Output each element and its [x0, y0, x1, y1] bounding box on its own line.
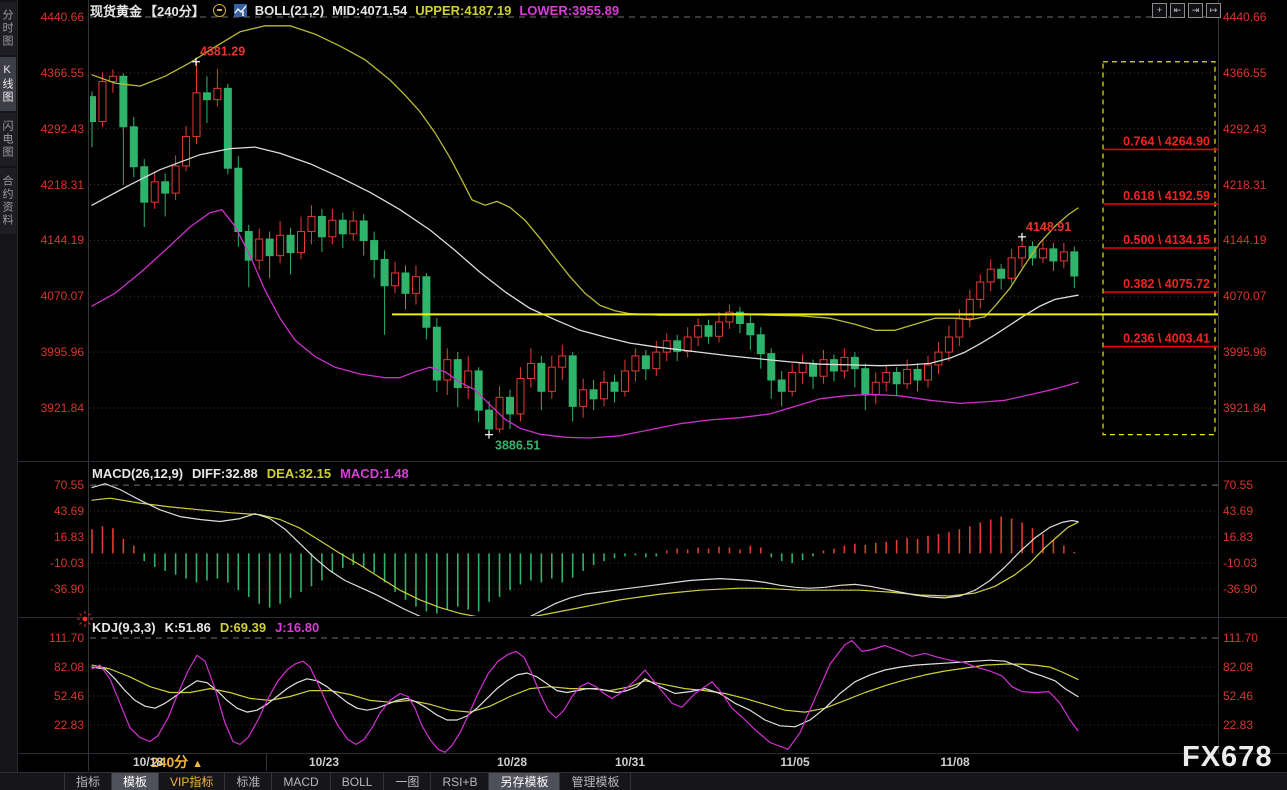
chart-header: 现货黄金 【240分】 BOLL(21,2) MID:4071.54 UPPER… [90, 2, 620, 19]
macd-axis-label-left: 43.69 [53, 504, 84, 519]
kdj-axis-label-left: 52.46 [53, 689, 84, 703]
toolbar-item-模板[interactable]: 模板 [112, 773, 160, 790]
macd-diff-value: DIFF:32.88 [192, 466, 258, 481]
fib-level-label: 0.382 \ 4075.72 [1123, 277, 1210, 291]
indicator-settings-icon[interactable] [212, 3, 226, 17]
kdj-axis-label-left: 22.83 [53, 718, 84, 732]
macd-axis-label-right: -36.90 [1223, 582, 1258, 597]
macd-hist-value: MACD:1.48 [340, 466, 409, 481]
macd-axis-label-left: -36.90 [49, 582, 84, 597]
pan-right-icon[interactable]: ↦ [1206, 3, 1221, 18]
kdj-axis-label-left: 111.70 [49, 631, 84, 645]
price-axis-label-right: 4218.31 [1223, 177, 1267, 192]
scale-left-icon[interactable]: ⇤ [1170, 3, 1185, 18]
date-axis-label: 10/18 [132, 755, 164, 769]
price-axis-label-right: 4144.19 [1223, 233, 1267, 248]
price-axis-label-left: 4144.19 [40, 233, 84, 248]
kdj-k-value: K:51.86 [164, 620, 211, 635]
chart-tool-icons: + ⇤ ⇥ ↦ [1152, 3, 1221, 18]
price-axis-label-left: 4218.31 [40, 177, 84, 192]
price-axis-label-right: 4366.55 [1223, 65, 1267, 80]
toolbar-item-管理模板[interactable]: 管理模板 [560, 773, 632, 790]
fib-level-label: 0.618 \ 4192.59 [1123, 189, 1210, 203]
alarm-icon[interactable] [76, 610, 94, 628]
macd-axis-label-right: -10.03 [1223, 556, 1258, 571]
toolbar-item-MACD[interactable]: MACD [272, 773, 331, 790]
price-annotation: 4148.91 [1026, 220, 1071, 234]
left-sidebar: 分时图 K线图闪电图合约资料 [0, 0, 18, 790]
kdj-j-value: J:16.80 [275, 620, 320, 635]
macd-header: MACD(26,12,9) DIFF:32.88 DEA:32.15 MACD:… [92, 466, 409, 481]
fib-level-label: 0.764 \ 4264.90 [1123, 134, 1210, 148]
price-axis-label-right: 4440.66 [1223, 10, 1267, 24]
kdj-axis-label-left: 82.08 [53, 660, 84, 674]
price-axis-label-left: 4070.07 [40, 289, 84, 304]
toolbar-item-标准[interactable]: 标准 [225, 773, 273, 790]
timeframe-selector[interactable]: 240分 ▲ [88, 754, 267, 771]
toolbar-item-RSI+B[interactable]: RSI+B [431, 773, 490, 790]
price-axis-label-left: 3921.84 [40, 401, 84, 415]
watermark: FX678 [1182, 741, 1273, 773]
kdj-params: KDJ(9,3,3) [92, 620, 156, 635]
period-title: 【240分】 [144, 3, 205, 19]
price-axis-label-left: 4440.66 [40, 10, 84, 24]
fib-level-label: 0.236 \ 4003.41 [1123, 332, 1210, 346]
boll-upper-value: UPPER:4187.19 [415, 2, 512, 18]
macd-axis-label-right: 43.69 [1223, 504, 1254, 519]
sidebar-tab-闪电图[interactable]: 闪电图 [0, 113, 16, 166]
macd-params: MACD(26,12,9) [92, 466, 184, 481]
date-axis-label: 10/31 [614, 755, 646, 769]
macd-axis-label-right: 16.83 [1223, 530, 1254, 545]
macd-axis-label-right: 70.55 [1223, 478, 1254, 493]
price-annotation: 3886.51 [495, 439, 540, 453]
bottom-toolbar: 指标 模板 VIP指标 标准 MACD BOLL 一图 RSI+B 另存模板 管理模板 [0, 772, 1287, 790]
boll-params: BOLL(21,2) [254, 2, 325, 18]
date-axis-label: 10/23 [308, 755, 340, 769]
date-axis-label: 10/28 [496, 755, 528, 769]
macd-axis-label-left: -10.03 [49, 556, 84, 571]
date-axis-label: 11/05 [780, 755, 810, 769]
kdj-axis-label-right: 52.46 [1223, 689, 1254, 703]
kdj-axis-label-right: 111.70 [1223, 631, 1258, 645]
toolbar-item-一图[interactable]: 一图 [384, 773, 432, 790]
price-axis-label-right: 3921.84 [1223, 401, 1267, 415]
date-axis-label: 11/08 [940, 755, 970, 769]
price-axis-label-right: 3995.96 [1223, 345, 1267, 360]
macd-dea-value: DEA:32.15 [266, 466, 332, 481]
macd-axis-label-left: 16.83 [53, 530, 84, 545]
sidebar-tab-分时图[interactable]: 分时图 [0, 2, 16, 55]
timeline-row: 240分 ▲ 10/18 10/23 10/28 10/31 11/05 11/08 [0, 754, 1287, 771]
price-axis-label-left: 4292.43 [40, 121, 84, 136]
kdj-header: KDJ(9,3,3) K:51.86 D:69.39 J:16.80 [92, 620, 319, 635]
toolbar-item-另存模板[interactable]: 另存模板 [489, 773, 561, 790]
kdj-axis-label-right: 82.08 [1223, 660, 1254, 674]
kdj-d-value: D:69.39 [219, 620, 267, 635]
chevron-up-icon: ▲ [192, 758, 204, 770]
timeframe-label: 240分 [150, 754, 189, 770]
boll-lower-value: LOWER:3955.89 [519, 2, 620, 18]
kdj-axis-label-right: 22.83 [1223, 718, 1254, 732]
toolbar-item-指标[interactable]: 指标 [64, 773, 113, 790]
crosshair-icon[interactable]: + [1152, 3, 1167, 18]
macd-axis-label-left: 70.55 [53, 478, 84, 493]
toolbar-item-BOLL[interactable]: BOLL [331, 773, 385, 790]
fib-level-label: 0.500 \ 4134.15 [1123, 233, 1210, 247]
price-axis-label-right: 4070.07 [1223, 289, 1267, 304]
sidebar-tab-K线图[interactable]: K线图 [0, 57, 16, 111]
price-axis-label-left: 3995.96 [40, 345, 84, 360]
toolbar-item-VIP指标[interactable]: VIP指标 [159, 773, 226, 790]
boll-mid-value: MID:4071.54 [332, 2, 408, 18]
chart-type-icon[interactable] [233, 3, 247, 17]
sidebar-tab-合约资料[interactable]: 合约资料 [0, 168, 16, 234]
scale-right-icon[interactable]: ⇥ [1188, 3, 1203, 18]
price-axis-label-left: 4366.55 [40, 65, 84, 80]
price-axis-label-right: 4292.43 [1223, 121, 1267, 136]
price-annotation: 4381.29 [200, 45, 245, 59]
symbol-title: 现货黄金 [90, 3, 143, 19]
